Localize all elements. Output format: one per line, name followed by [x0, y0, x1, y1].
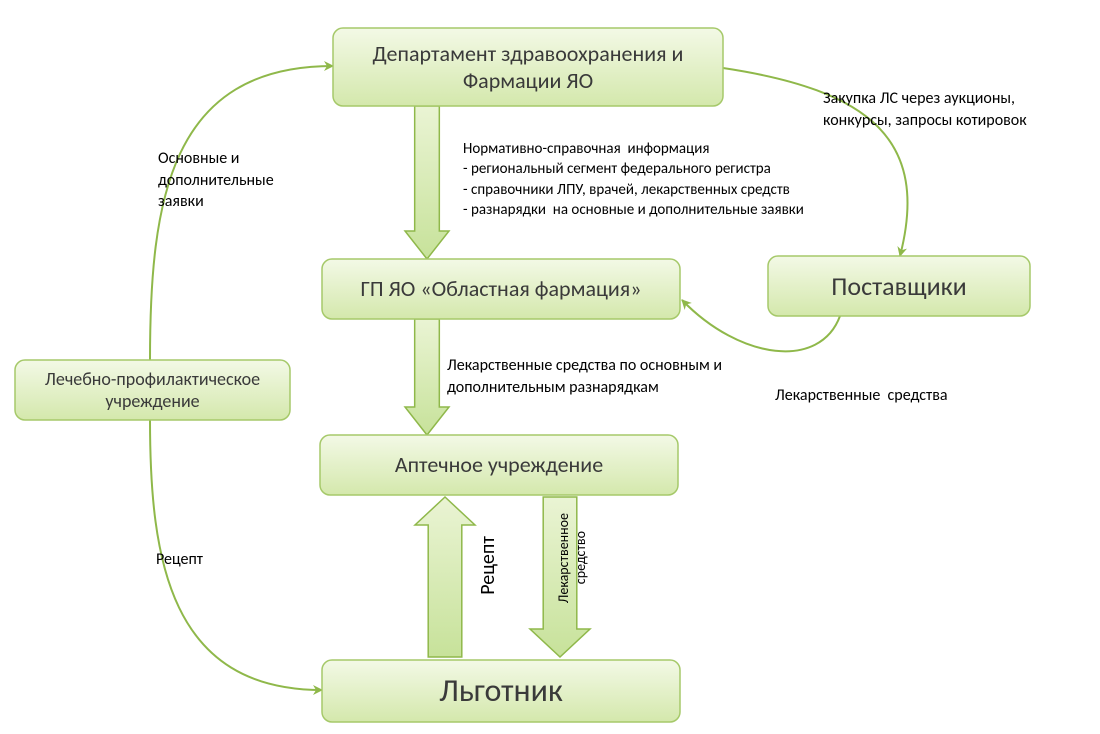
node-lpu: Лечебно-профилактическое учреждение [15, 360, 290, 420]
node-pharmacy: Аптечное учреждение [320, 435, 678, 495]
label-recipe-side: Рецепт [156, 549, 203, 571]
diagram-canvas: Департамент здравоохранения и Фармации Я… [0, 0, 1100, 734]
vlabel-recipe: Рецепт [476, 536, 500, 595]
label-meds: Лекарственные средства [775, 385, 948, 407]
block-arrow-gp-to-pharmacy [405, 319, 449, 435]
vlabel-medicine: Лекарственное средство [555, 513, 589, 603]
edge-lpu-to-dept [150, 66, 333, 360]
label-auction: Закупка ЛС через аукционы, конкурсы, зап… [823, 88, 1027, 131]
label-meds-by: Лекарственные средства по основным и доп… [447, 355, 722, 398]
label-requests: Основные и дополнительные заявки [158, 148, 274, 213]
node-dept: Департамент здравоохранения и Фармации Я… [333, 28, 723, 106]
node-lgotnik: Льготник [322, 660, 680, 722]
block-arrow-recipe-up [415, 497, 475, 657]
label-nsi: Нормативно-справочная информация - регио… [463, 139, 804, 220]
node-gp: ГП ЯО «Областная фармация» [322, 259, 680, 319]
block-arrow-dept-to-gp [405, 106, 449, 259]
node-suppliers: Поставщики [768, 256, 1030, 316]
